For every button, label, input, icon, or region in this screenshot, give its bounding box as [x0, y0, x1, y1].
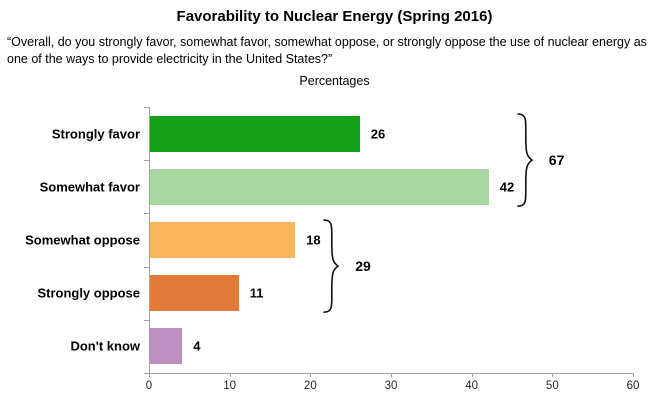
x-axis-tick — [471, 373, 473, 377]
bar-value-label: 26 — [370, 126, 386, 142]
category-label: Somewhat oppose — [25, 232, 140, 248]
bar-strongly-oppose — [150, 275, 239, 312]
bar-somewhat-favor — [150, 168, 489, 205]
x-axis-tick-label: 50 — [545, 380, 559, 392]
x-axis-tick — [310, 373, 312, 377]
percentages-label: Percentages — [299, 74, 370, 88]
x-axis-tick-label: 10 — [223, 380, 237, 392]
bar-somewhat-oppose — [150, 222, 296, 258]
x-axis-tick — [149, 373, 150, 377]
survey-question-text: “Overall, do you strongly favor, somewha… — [7, 35, 647, 66]
y-axis-tick — [144, 160, 149, 162]
y-axis-tick — [144, 373, 149, 374]
bar-strongly-favor — [150, 115, 360, 152]
y-axis-tick — [144, 266, 149, 268]
x-axis-tick — [229, 373, 231, 377]
bar-value-label: 42 — [499, 179, 515, 195]
bar-don-t-know — [150, 328, 183, 365]
group-total-label: 67 — [548, 151, 565, 168]
y-axis-tick — [144, 107, 149, 108]
category-label: Somewhat favor — [39, 179, 140, 195]
y-axis-line — [149, 107, 150, 373]
x-axis-tick-label: 20 — [303, 380, 317, 392]
category-label: Strongly oppose — [37, 285, 140, 301]
x-axis-tick — [633, 373, 634, 377]
x-axis-tick-label: 30 — [384, 380, 398, 392]
y-axis-tick — [144, 319, 149, 321]
x-axis-tick — [552, 373, 554, 377]
category-label: Strongly favor — [51, 126, 140, 142]
bar-value-label: 18 — [306, 232, 321, 248]
group-bracket — [323, 219, 340, 313]
x-axis-tick-label: 40 — [465, 380, 479, 392]
group-total-label: 29 — [355, 258, 371, 275]
x-axis-tick — [391, 373, 392, 377]
x-axis-tick-label: 0 — [145, 380, 153, 392]
bar-value-label: 11 — [249, 285, 264, 301]
x-axis-tick-label: 60 — [626, 380, 640, 392]
group-bracket — [516, 112, 534, 207]
y-axis-tick — [144, 213, 149, 215]
category-label: Don't know — [70, 338, 140, 354]
bar-value-label: 4 — [193, 338, 201, 354]
chart-title: Favorability to Nuclear Energy (Spring 2… — [176, 8, 493, 25]
